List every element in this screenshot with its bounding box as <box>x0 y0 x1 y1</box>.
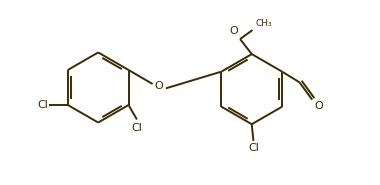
Text: O: O <box>230 26 238 36</box>
Text: Cl: Cl <box>248 143 259 153</box>
Text: O: O <box>154 81 163 91</box>
Text: O: O <box>315 101 324 111</box>
Text: CH₃: CH₃ <box>255 19 272 28</box>
Text: Cl: Cl <box>131 123 142 133</box>
Text: Cl: Cl <box>37 100 48 110</box>
